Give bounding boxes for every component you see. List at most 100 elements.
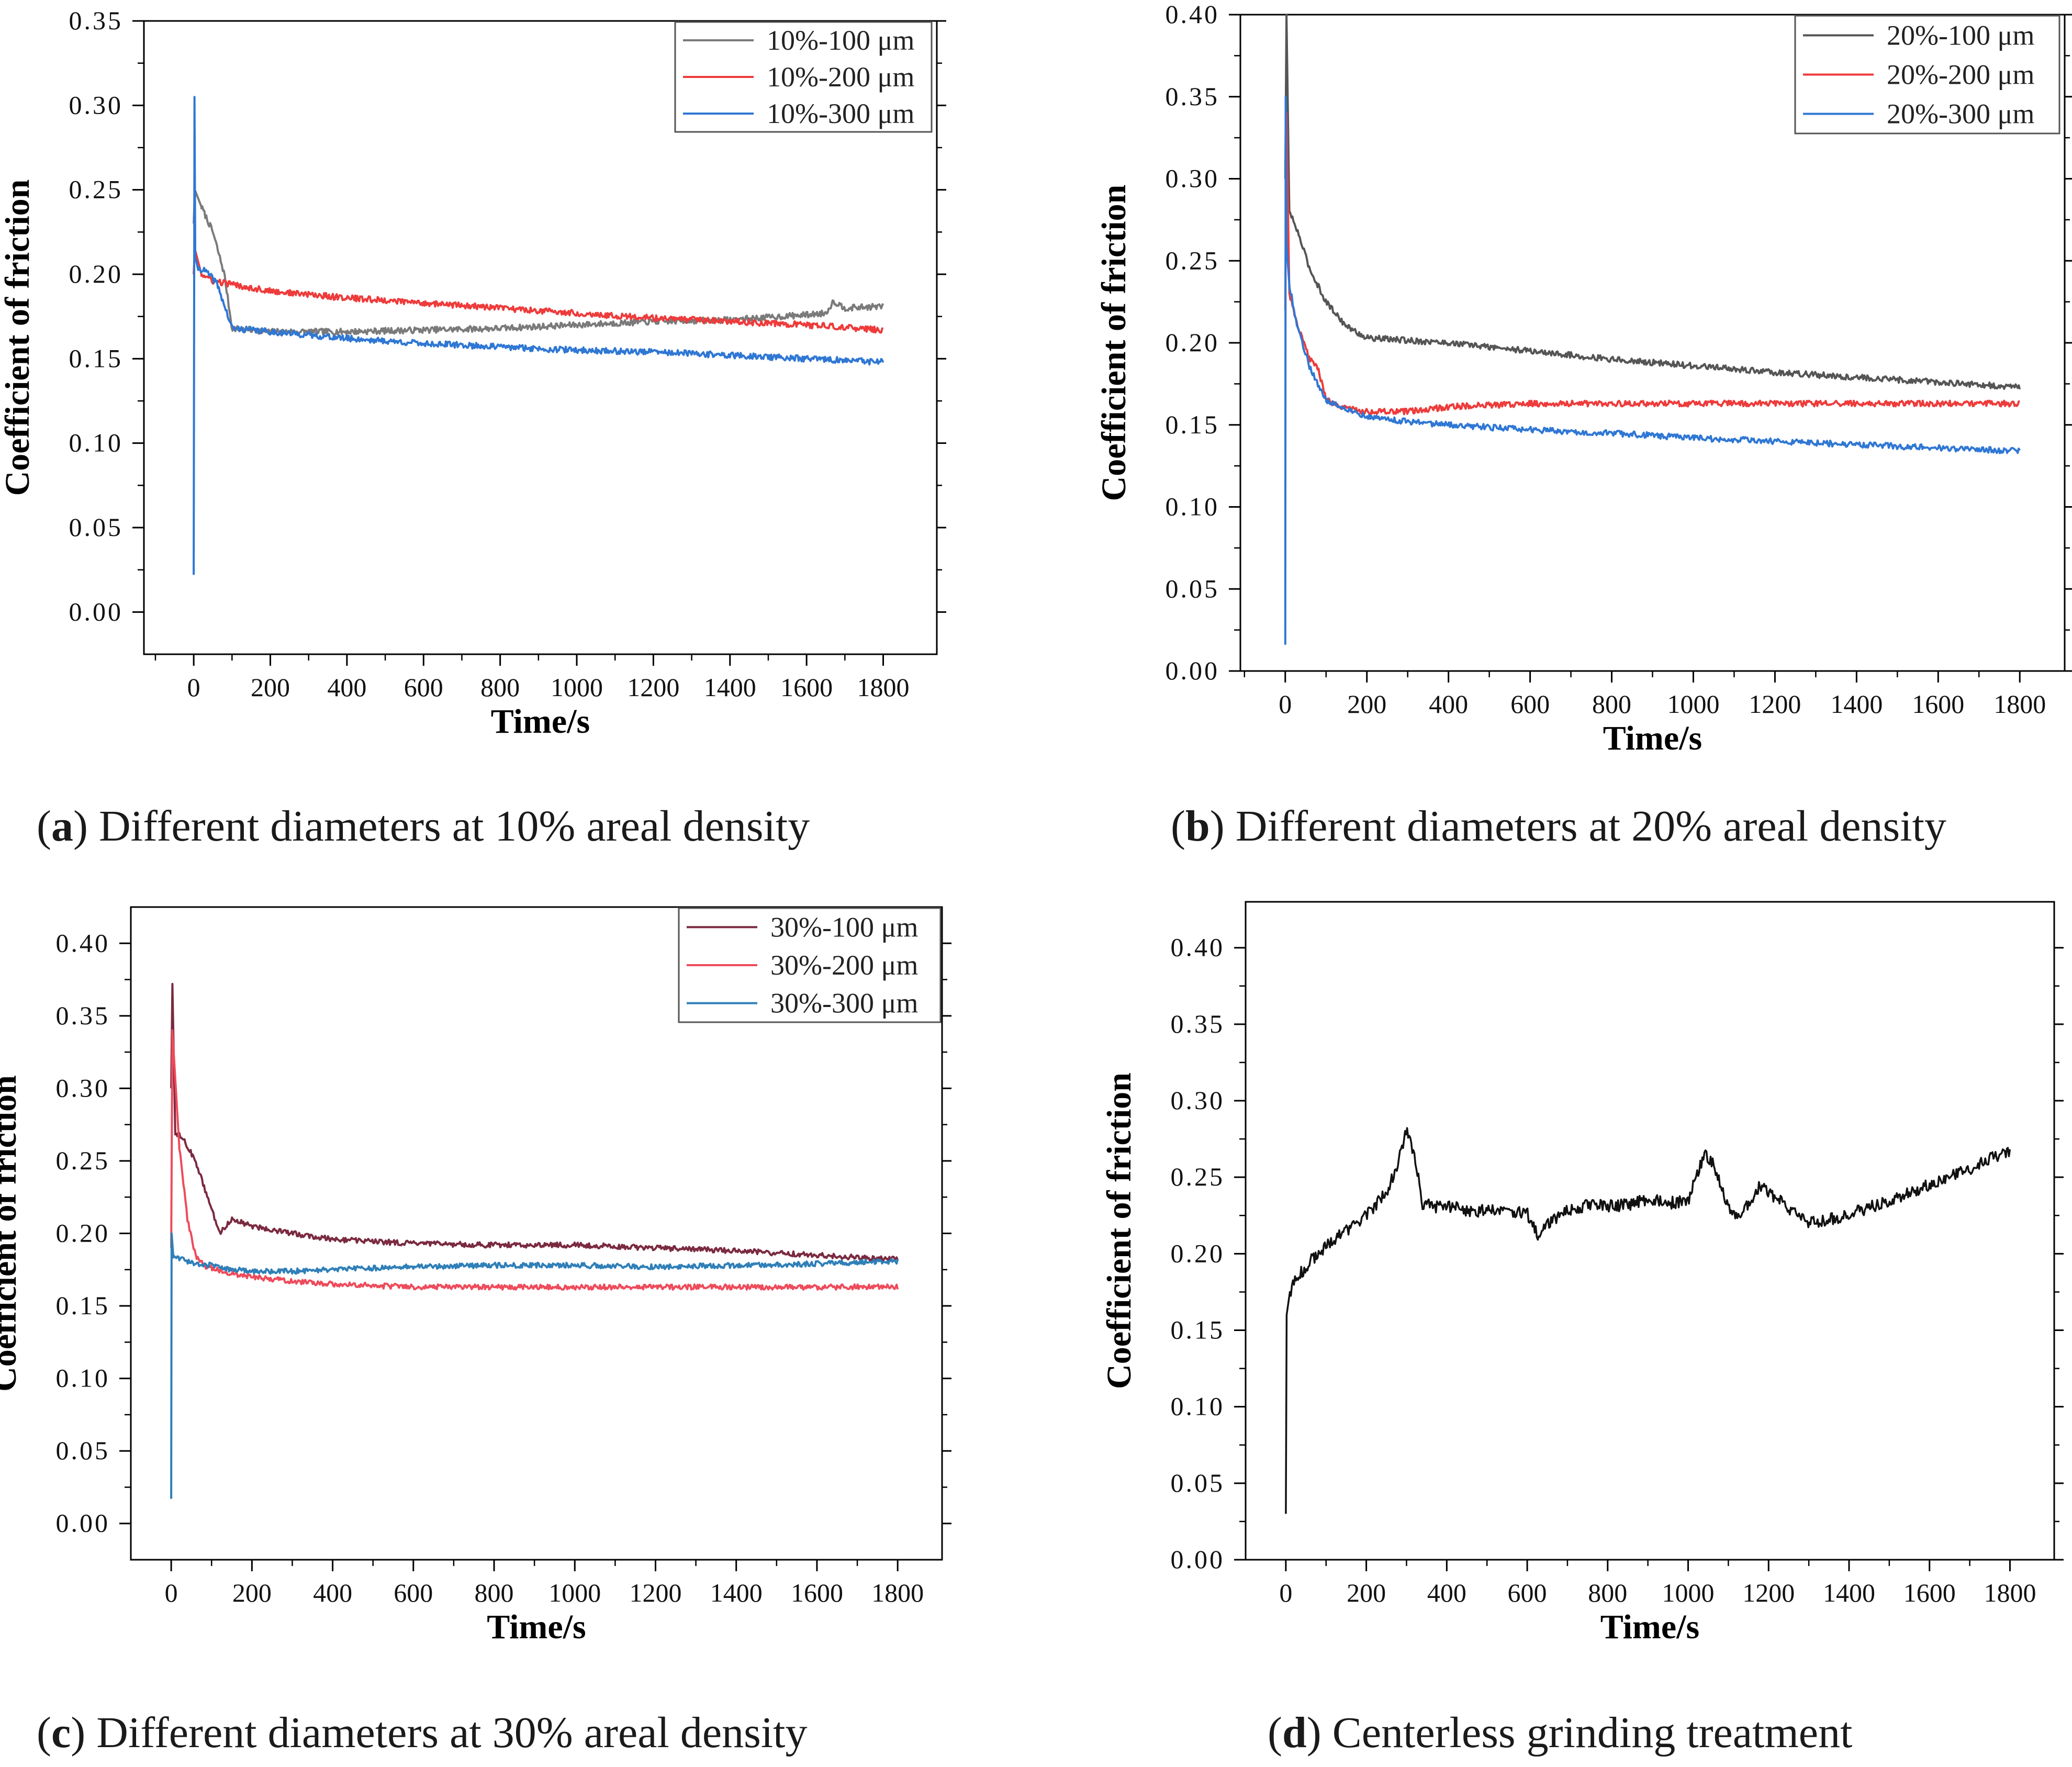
legend-label-2: 30%-200 μm <box>770 949 918 981</box>
x-tick-label: 1800 <box>871 1578 924 1607</box>
x-tick-label: 1800 <box>1984 1578 2036 1607</box>
y-tick-label: 0.25 <box>1171 1162 1225 1191</box>
caption-d: (d) Centerless grinding treatment <box>1268 1708 1853 1757</box>
legend-label-3: 30%-300 μm <box>770 988 918 1019</box>
caption-b: (b) Different diameters at 20% areal den… <box>1171 802 1946 851</box>
y-tick-label: 0.20 <box>69 259 124 288</box>
x-axis-label: Time/s <box>487 1608 586 1646</box>
x-tick-label: 200 <box>232 1578 272 1607</box>
x-tick-label: 1800 <box>1993 689 2046 719</box>
caption-d-text: Centerless grinding treatment <box>1321 1708 1853 1757</box>
legend-label-2: 20%-200 μm <box>1887 59 2034 91</box>
plot-frame <box>143 20 938 655</box>
y-axis-label: Coefficient of friction <box>0 180 37 496</box>
caption-c-letter: c <box>51 1708 71 1757</box>
y-tick-label: 0.20 <box>56 1218 110 1248</box>
x-tick-label: 1200 <box>1742 1578 1795 1607</box>
legend-label-3: 20%-300 μm <box>1887 98 2034 130</box>
chart-panel-c: 0.00 0.05 0.10 0.15 0.20 0.25 0.30 0.35 0.40 0 200… <box>0 906 951 1646</box>
y-tick-label: 0.10 <box>1171 1392 1225 1421</box>
legend-label-1: 10%-100 μm <box>767 25 914 56</box>
legend: 30%-100 μm 30%-200 μm 30%-300 μm <box>678 907 942 1023</box>
y-tick-label: 0.15 <box>1171 1315 1225 1345</box>
x-tick-label: 400 <box>313 1578 352 1607</box>
y-tick-label: 0.10 <box>1166 492 1220 521</box>
y-tick-label: 0.15 <box>56 1291 110 1320</box>
legend-label-1: 20%-100 μm <box>1887 20 2034 51</box>
series-line-1 <box>1285 1127 2011 1514</box>
x-tick-label: 1600 <box>791 1578 843 1607</box>
x-tick-label: 1600 <box>1903 1578 1956 1607</box>
x-axis-label: Time/s <box>1603 719 1702 757</box>
y-tick-label: 0.05 <box>1171 1468 1225 1497</box>
x-tick-label: 0 <box>1279 1578 1292 1607</box>
y-tick-label: 0.40 <box>56 928 110 957</box>
x-tick-label: 600 <box>1510 689 1550 719</box>
x-tick-label: 1200 <box>627 673 679 702</box>
y-tick-label: 0.05 <box>56 1436 110 1465</box>
x-tick-label: 800 <box>480 673 520 702</box>
y-tick-label: 0.25 <box>69 175 124 204</box>
x-tick-label: 1200 <box>1749 689 1801 719</box>
x-tick-label: 600 <box>1508 1578 1547 1607</box>
legend-label-2: 10%-200 μm <box>767 61 914 93</box>
x-tick-label: 800 <box>1592 689 1631 719</box>
x-tick-label: 400 <box>1427 1578 1466 1607</box>
caption-b-text: Different diameters at 20% areal density <box>1224 802 1946 851</box>
series-line-1 <box>170 982 899 1262</box>
series-line-1 <box>1284 14 2021 390</box>
x-tick-label: 0 <box>187 673 200 702</box>
y-tick-label: 0.30 <box>1171 1086 1225 1115</box>
x-tick-label: 1000 <box>1662 1578 1715 1607</box>
plot-frame <box>1245 901 2055 1561</box>
y-tick-label: 0.00 <box>1166 656 1220 685</box>
x-tick-label: 1000 <box>548 1578 601 1607</box>
y-tick-label: 0.35 <box>1166 82 1220 111</box>
y-tick-label: 0.25 <box>1166 245 1220 275</box>
caption-c: (c) Different diameters at 30% areal den… <box>37 1708 808 1757</box>
x-tick-label: 1600 <box>1912 689 1964 719</box>
y-tick-label: 0.05 <box>1166 574 1220 603</box>
x-tick-label: 1000 <box>551 673 603 702</box>
y-tick-label: 0.30 <box>1166 164 1220 193</box>
y-tick-label: 0.10 <box>56 1363 110 1393</box>
y-axis-label: Coefficient of friction <box>1100 1072 1138 1389</box>
y-tick-label: 0.40 <box>1166 0 1220 29</box>
caption-b-letter: b <box>1185 802 1210 851</box>
x-tick-label: 1400 <box>710 1578 763 1607</box>
series-line-2 <box>193 248 884 334</box>
series-line-1 <box>193 188 884 336</box>
legend-label-1: 30%-100 μm <box>770 911 918 943</box>
y-tick-label: 0.10 <box>69 428 124 457</box>
y-tick-label: 0.15 <box>69 343 124 373</box>
series-line-2 <box>1284 112 2020 416</box>
x-tick-label: 1200 <box>629 1578 681 1607</box>
y-tick-label: 0.35 <box>69 6 124 35</box>
y-tick-label: 0.15 <box>1166 410 1220 439</box>
x-tick-label: 0 <box>165 1578 178 1607</box>
series-line-3 <box>193 96 884 575</box>
y-tick-label: 0.30 <box>56 1073 110 1102</box>
y-tick-label: 0.00 <box>69 597 124 626</box>
caption-d-letter: d <box>1282 1708 1307 1757</box>
x-tick-label: 200 <box>1347 689 1386 719</box>
x-tick-label: 1400 <box>704 673 756 702</box>
legend-label-3: 10%-300 μm <box>767 98 914 129</box>
y-tick-label: 0.35 <box>1171 1009 1225 1038</box>
y-tick-label: 0.40 <box>1171 933 1225 962</box>
x-tick-label: 400 <box>1429 689 1468 719</box>
y-tick-label: 0.05 <box>69 512 124 542</box>
y-tick-label: 0.00 <box>56 1508 110 1538</box>
caption-a: (a) Different diameters at 10% areal den… <box>37 802 810 851</box>
chart-panel-a: 0.00 0.05 0.10 0.15 0.20 0.25 0.30 0.35 0 200 400 6… <box>0 6 946 741</box>
series-line-2 <box>170 1029 899 1291</box>
x-tick-label: 400 <box>327 673 366 702</box>
y-axis-label: Coefficient of friction <box>1095 185 1133 501</box>
x-tick-label: 800 <box>475 1578 514 1607</box>
caption-a-letter: a <box>51 802 73 851</box>
x-tick-label: 200 <box>1347 1578 1386 1607</box>
x-tick-label: 600 <box>394 1578 433 1607</box>
y-tick-label: 0.20 <box>1166 328 1220 357</box>
y-tick-label: 0.20 <box>1171 1238 1225 1268</box>
